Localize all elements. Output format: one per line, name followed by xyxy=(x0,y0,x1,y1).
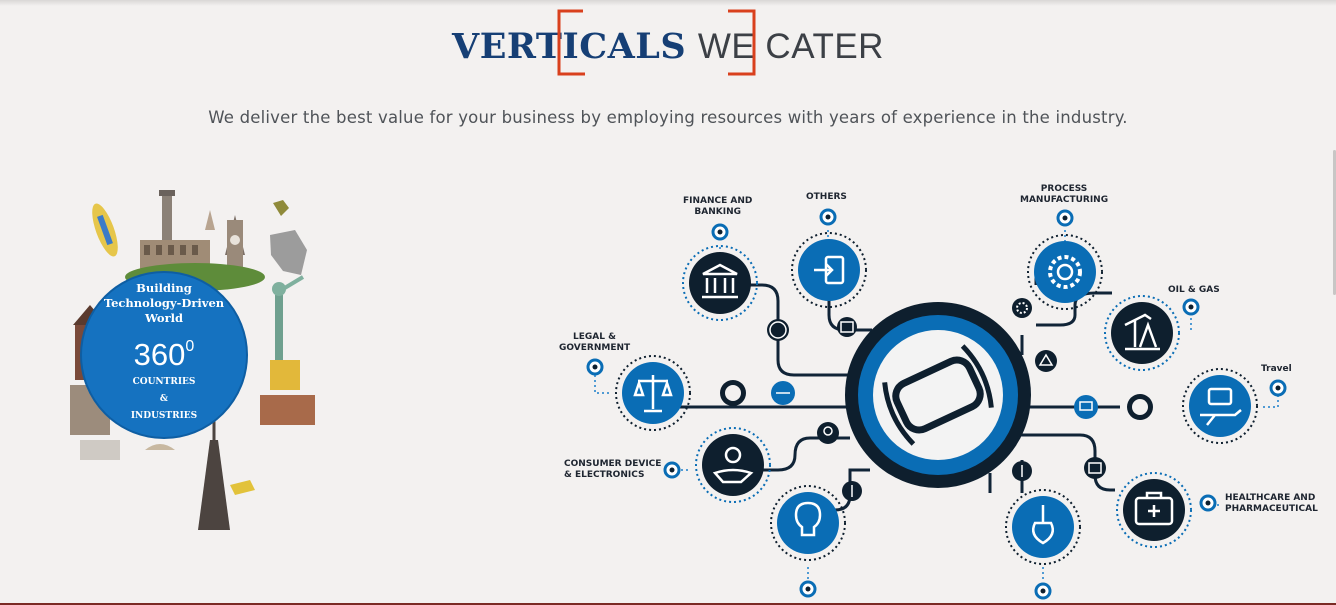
globe-landmarks-illustration xyxy=(70,190,315,530)
label-line: BANKING xyxy=(694,207,741,217)
label-finance-banking: FINANCE AND BANKING xyxy=(683,196,752,218)
label-line: PROCESS xyxy=(1040,184,1088,194)
label-line: OIL & GAS xyxy=(1168,285,1220,295)
heading-we-cater: WE CATER xyxy=(697,27,884,66)
label-line: GOVERNMENT xyxy=(559,343,631,353)
heading-verticals: VERTICALS xyxy=(452,26,687,67)
label-oil-gas: OIL & GAS xyxy=(1168,285,1220,296)
node-process xyxy=(1027,234,1103,310)
node-legal xyxy=(615,355,691,431)
label-others: OTHERS xyxy=(806,192,847,203)
page-scrollbar[interactable] xyxy=(1333,150,1336,295)
label-travel: Travel xyxy=(1261,364,1292,375)
globe-stat-number: 3600 xyxy=(82,328,246,374)
label-line: FINANCE AND xyxy=(683,196,753,206)
globe-ampersand: & xyxy=(159,394,169,404)
node-healthcare xyxy=(1116,472,1192,548)
node-agriculture xyxy=(770,485,846,561)
stat-superscript: 0 xyxy=(185,338,195,355)
section-heading: VERTICALS WE CATER xyxy=(0,26,1336,67)
label-line: Travel xyxy=(1261,364,1292,374)
connector-badges xyxy=(720,298,1153,501)
globe-line-building: Building xyxy=(136,281,192,295)
node-oil-gas xyxy=(1104,295,1180,371)
label-line: & ELECTRONICS xyxy=(564,470,645,480)
label-line: HEALTHCARE AND xyxy=(1225,493,1316,503)
label-process-manufacturing: PROCESS MANUFACTURING xyxy=(1020,184,1108,206)
label-line: LEGAL & xyxy=(573,332,616,342)
heading-bracket-decoration xyxy=(557,9,756,76)
node-consumer xyxy=(695,427,771,503)
label-legal-government: LEGAL & GOVERNMENT xyxy=(559,332,630,354)
globe-line-world: World xyxy=(144,311,184,325)
footer-edge-bar xyxy=(0,603,1336,605)
stat-value: 360 xyxy=(133,337,186,372)
globe-stats: Building Technology-Driven World 3600 CO… xyxy=(82,281,246,425)
header-shadow xyxy=(0,0,1336,6)
label-line: OTHERS xyxy=(806,192,847,202)
mobile-device-icon xyxy=(882,344,994,446)
node-finance xyxy=(682,245,758,321)
label-line: PHARMACEUTICAL xyxy=(1225,504,1318,514)
globe-industries-label: INDUSTRIES xyxy=(130,411,198,421)
verticals-network-diagram xyxy=(586,208,1287,600)
globe-line-technology: Technology-Driven xyxy=(103,296,225,310)
label-line: CONSUMER DEVICE xyxy=(564,459,662,469)
node-others xyxy=(791,232,867,308)
label-consumer-electronics: CONSUMER DEVICE & ELECTRONICS xyxy=(564,459,661,481)
node-travel xyxy=(1182,368,1258,444)
label-healthcare-pharmaceutical: HEALTHCARE AND PHARMACEUTICAL xyxy=(1225,493,1318,515)
label-line: MANUFACTURING xyxy=(1020,195,1109,205)
node-entertainment xyxy=(1005,489,1081,565)
label-marker-dots xyxy=(592,214,1281,594)
section-subtitle: We deliver the best value for your busin… xyxy=(208,108,1128,127)
globe-countries-label: COUNTRIES xyxy=(132,377,196,387)
